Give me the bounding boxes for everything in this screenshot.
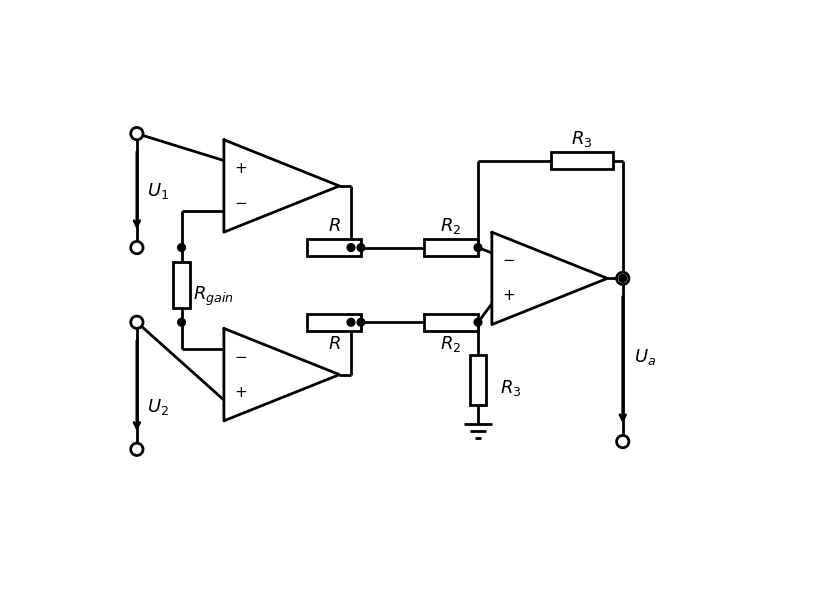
- Circle shape: [130, 443, 143, 455]
- Text: +: +: [234, 385, 247, 400]
- Text: $R$: $R$: [328, 217, 340, 235]
- Text: $R$: $R$: [328, 335, 340, 353]
- Circle shape: [616, 272, 628, 284]
- Bar: [423, 314, 477, 331]
- Text: +: +: [502, 289, 514, 304]
- Bar: [469, 355, 486, 405]
- Text: −: −: [234, 196, 247, 211]
- Text: $R_{gain}$: $R_{gain}$: [192, 285, 233, 308]
- Text: $R_3$: $R_3$: [499, 378, 520, 398]
- Bar: [173, 262, 190, 308]
- Circle shape: [346, 244, 355, 251]
- Circle shape: [130, 316, 143, 328]
- Circle shape: [616, 436, 628, 448]
- Circle shape: [346, 319, 355, 326]
- Bar: [550, 152, 612, 169]
- Text: $U_2$: $U_2$: [147, 397, 169, 417]
- Text: +: +: [234, 161, 247, 176]
- Bar: [306, 314, 360, 331]
- Text: $U_1$: $U_1$: [147, 181, 169, 202]
- Circle shape: [618, 275, 626, 282]
- Circle shape: [473, 319, 482, 326]
- Circle shape: [473, 244, 482, 251]
- Text: $U_a$: $U_a$: [634, 347, 655, 367]
- Circle shape: [178, 244, 185, 251]
- Bar: [306, 239, 360, 256]
- Circle shape: [178, 319, 185, 326]
- Circle shape: [130, 241, 143, 254]
- Circle shape: [357, 244, 364, 251]
- Text: −: −: [502, 253, 514, 268]
- Text: $R_3$: $R_3$: [571, 129, 592, 149]
- Circle shape: [130, 127, 143, 140]
- Bar: [423, 239, 477, 256]
- Circle shape: [357, 319, 364, 326]
- Text: $R_2$: $R_2$: [440, 216, 461, 236]
- Text: −: −: [234, 350, 247, 365]
- Text: $R_2$: $R_2$: [440, 334, 461, 354]
